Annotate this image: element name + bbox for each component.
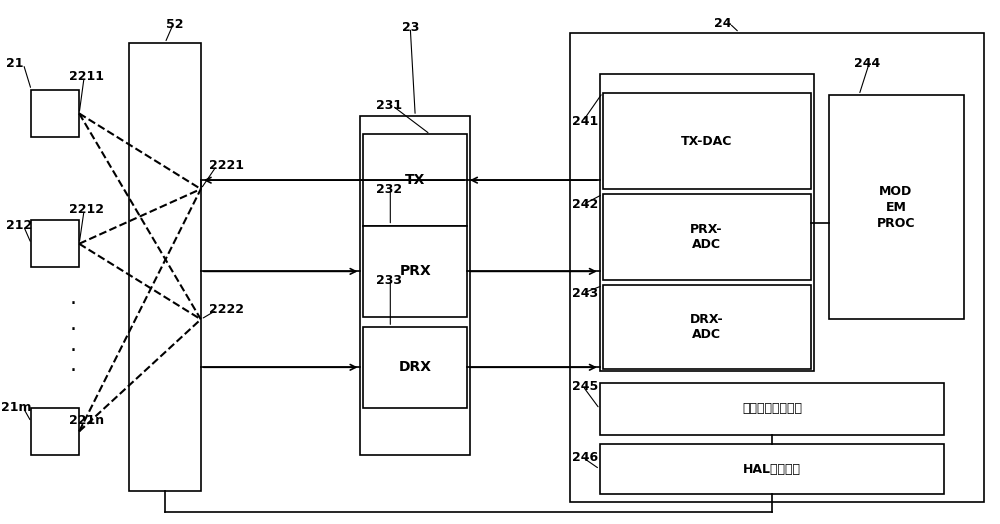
Text: 2212: 2212 bbox=[69, 203, 104, 216]
Text: ·: · bbox=[70, 362, 77, 381]
Text: ·: · bbox=[70, 320, 77, 340]
Text: 2221: 2221 bbox=[209, 159, 244, 172]
Text: DRX-
ADC: DRX- ADC bbox=[690, 313, 723, 341]
Text: TX-DAC: TX-DAC bbox=[681, 135, 732, 148]
Bar bbox=[570, 32, 984, 502]
Bar bbox=[360, 116, 470, 455]
Text: PRX: PRX bbox=[399, 265, 431, 278]
Bar bbox=[603, 286, 811, 369]
Bar bbox=[31, 220, 79, 267]
Bar bbox=[603, 194, 811, 280]
Bar bbox=[363, 134, 467, 225]
Bar bbox=[31, 408, 79, 455]
Text: TX: TX bbox=[405, 173, 425, 187]
Text: 246: 246 bbox=[572, 451, 598, 464]
Text: 244: 244 bbox=[854, 58, 880, 70]
Text: 221n: 221n bbox=[69, 414, 104, 428]
Bar bbox=[363, 327, 467, 408]
Bar bbox=[600, 74, 814, 372]
Text: 243: 243 bbox=[572, 287, 598, 300]
Text: DRX: DRX bbox=[399, 361, 432, 374]
Text: ·: · bbox=[70, 341, 77, 361]
Text: 21m: 21m bbox=[1, 401, 32, 414]
Bar bbox=[129, 43, 201, 492]
Text: PRX-
ADC: PRX- ADC bbox=[690, 223, 723, 251]
Text: 21: 21 bbox=[6, 58, 24, 70]
Text: 245: 245 bbox=[572, 379, 598, 392]
Text: 233: 233 bbox=[376, 274, 402, 287]
Bar bbox=[600, 444, 944, 494]
Text: ·: · bbox=[70, 293, 77, 314]
Text: 212: 212 bbox=[6, 219, 33, 232]
Text: 2222: 2222 bbox=[209, 303, 244, 316]
Bar bbox=[31, 90, 79, 137]
Text: 52: 52 bbox=[166, 18, 183, 31]
Text: 231: 231 bbox=[376, 99, 402, 112]
Text: MOD
EM
PROC: MOD EM PROC bbox=[877, 185, 915, 230]
Text: 242: 242 bbox=[572, 198, 598, 211]
Text: HAL接口模块: HAL接口模块 bbox=[743, 463, 801, 476]
Bar bbox=[600, 383, 944, 435]
Bar bbox=[363, 225, 467, 316]
Text: 2211: 2211 bbox=[69, 70, 104, 83]
Bar bbox=[829, 95, 964, 319]
Text: 232: 232 bbox=[376, 182, 402, 195]
Text: 241: 241 bbox=[572, 115, 598, 128]
Bar bbox=[603, 93, 811, 189]
Text: 24: 24 bbox=[714, 17, 732, 30]
Text: 23: 23 bbox=[402, 21, 420, 34]
Text: 天线切换控制模块: 天线切换控制模块 bbox=[742, 402, 802, 416]
